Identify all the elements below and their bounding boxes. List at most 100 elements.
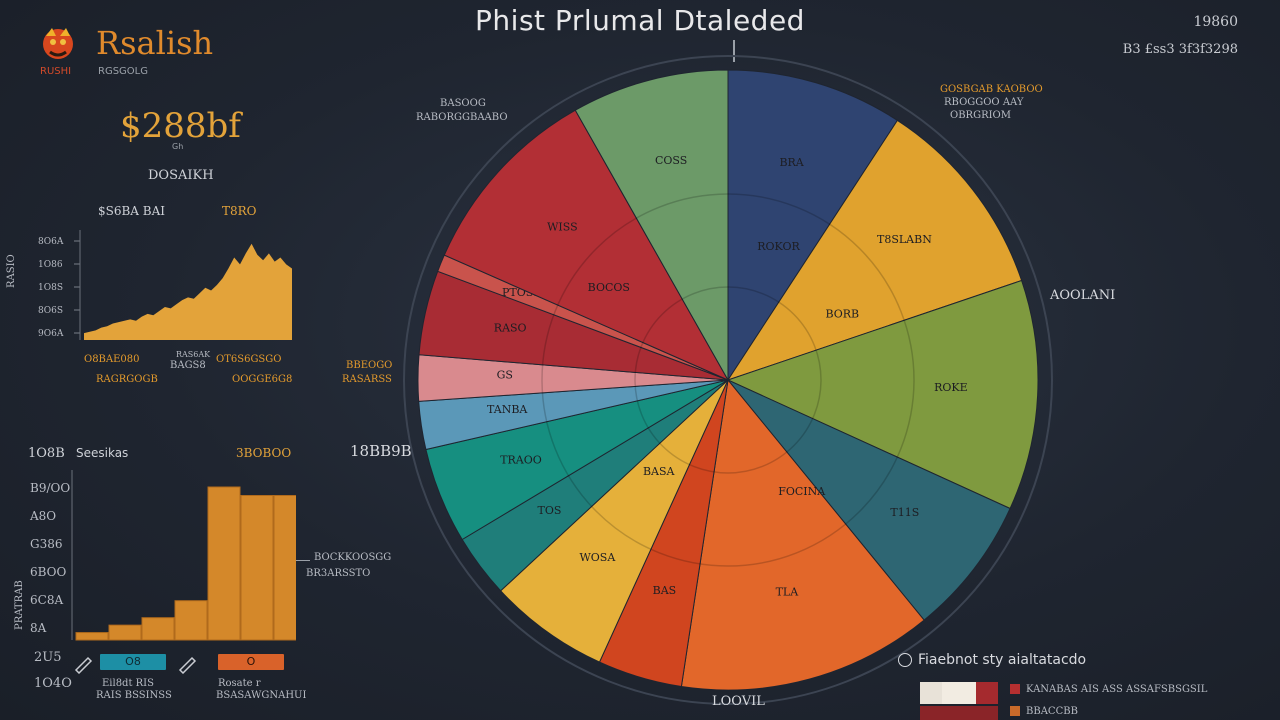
area-chart: 8O6A 1O86 1O8S 8O6S 9O6A xyxy=(38,230,292,340)
pie-right-callout-1: GOSBGAB KAOBOO xyxy=(940,84,1043,95)
pie-chart: BRA T8SLABN ROKE T11S TLA BAS WOSA TOS TRAOO TANB… xyxy=(403,55,1053,705)
bar xyxy=(141,617,175,641)
pie-slice-label: TLA xyxy=(776,585,800,598)
pie-slice xyxy=(727,69,899,382)
bar-side-label: PRATRAB xyxy=(14,580,25,630)
pie-inner-label: BASA xyxy=(643,465,676,478)
area-y-tick-label: 1O86 xyxy=(38,260,63,270)
bar-caption-right: Rosate r xyxy=(218,678,261,689)
area-bottom-right: OT6S6GSGO xyxy=(216,354,282,365)
pie-slice xyxy=(727,379,1011,621)
pie-slice-label: ROKE xyxy=(934,381,968,394)
area-y-tick-label: 8O6A xyxy=(38,237,64,247)
bar-annotation-2: BR3ARSSTO xyxy=(306,568,371,579)
bar-y-tick-label: G386 xyxy=(30,537,63,551)
area-header-right: T8RO xyxy=(222,204,257,218)
pie-slice-label: WISS xyxy=(547,220,578,233)
bar-header-left: 1O8B xyxy=(28,446,65,461)
bar-button-left[interactable]: O8 xyxy=(100,654,166,670)
pie-right-label: AOOLANI xyxy=(1050,288,1116,303)
area-bottom-left-2: RAGRGOGB xyxy=(96,374,158,385)
bar-y-tick-label: A8O xyxy=(29,509,56,523)
pie-slice-label: BAS xyxy=(653,584,677,597)
pie-left-callout-3: BBEOGO xyxy=(346,360,393,371)
top-right-value: 19860 xyxy=(1193,14,1238,30)
pie-slice xyxy=(726,279,1039,510)
pie-slice xyxy=(726,119,1023,381)
bar xyxy=(108,624,142,641)
pie-slice-label: BRA xyxy=(779,156,804,169)
pie-slice-label: TOS xyxy=(538,504,562,517)
brand-logo-icon xyxy=(43,28,73,59)
legend-swatch-bottom xyxy=(920,706,998,720)
legend-info-icon xyxy=(898,653,912,667)
edit-pencil-icon-2[interactable] xyxy=(176,654,200,674)
pie-inner-label: BORB xyxy=(825,308,859,321)
bar-caption-right-2: BSASAWGNAHUI xyxy=(216,690,307,701)
bar-header-mid: Seesikas xyxy=(76,446,129,460)
area-y-tick-label: 9O6A xyxy=(38,329,64,339)
pie-slice xyxy=(680,378,925,691)
pie-slice-label: GS xyxy=(497,369,513,382)
bar-caption-left: Eil8dt RIS xyxy=(102,678,154,689)
pie-left-label: 18BB9B xyxy=(350,442,412,460)
area-header-left: $S6BA BAI xyxy=(98,204,166,218)
kpi-label: DOSAIKH xyxy=(148,168,214,183)
bar xyxy=(75,632,109,641)
pie-slice-label: T11S xyxy=(890,506,919,519)
pie-inner-label: BOCOS xyxy=(588,281,630,294)
bar-footer-label-1: 2U5 xyxy=(34,650,62,665)
pie-inner-label: FOCINA xyxy=(778,485,826,498)
legend-swatch-red xyxy=(976,682,998,704)
title-tick xyxy=(733,40,735,62)
bar xyxy=(240,495,274,641)
bar-header-right: 3BOBOO xyxy=(236,446,292,460)
bar-button-right[interactable]: O xyxy=(218,654,284,670)
legend-title: Fiaebnot sty aialtatacdo xyxy=(918,652,1087,668)
bar xyxy=(207,486,241,641)
pie-slice-label: TRAOO xyxy=(500,454,542,467)
pie-bottom-label: LOOVIL xyxy=(712,694,765,709)
bar xyxy=(273,495,296,641)
legend-item-2-swatch xyxy=(1010,706,1020,716)
pie-slice-label: T8SLABN xyxy=(877,233,932,246)
bar-y-tick-label: 6C8A xyxy=(30,593,63,607)
annotation-line xyxy=(296,560,310,561)
area-bottom-right-2: OOGGE6G8 xyxy=(232,374,293,385)
brand-sub-left: RUSHI xyxy=(40,66,72,77)
pie-slice-label: WOSA xyxy=(579,551,616,564)
legend-item-1-swatch xyxy=(1010,684,1020,694)
pie-right-callout-2: RBOGGOO AAY xyxy=(944,97,1024,108)
area-bottom-mid-2: RAS6AK xyxy=(176,350,211,359)
bar-y-tick-label: B9/OO xyxy=(30,481,70,495)
pie-slice-label: RASO xyxy=(494,321,527,334)
pie-outer-ring xyxy=(403,55,1053,705)
kpi-value: $288bf xyxy=(120,106,241,146)
pie-right-callout-3: OBRGRIOM xyxy=(950,110,1011,121)
bar xyxy=(174,600,208,641)
brand-sub-right: RGSGOLG xyxy=(98,66,148,77)
top-right-caption: B3 £ss3 3f3f3298 xyxy=(1122,42,1238,57)
pie-left-callout-4: RASARSS xyxy=(342,374,392,385)
bar-y-tick-label: 8A xyxy=(30,621,47,635)
area-series xyxy=(84,243,292,340)
bar-annotation-1: BOCKKOOSGG xyxy=(314,552,392,563)
brand-name: Rsalish xyxy=(96,24,214,62)
bar-caption-left-2: RAIS BSSINSS xyxy=(96,690,172,701)
pie-slice xyxy=(443,109,730,382)
chart-title: Phist Prlumal Dtaleded xyxy=(475,4,805,37)
bar-footer-label-2: 1O4O xyxy=(34,676,72,691)
pie-inner-ring xyxy=(541,193,915,567)
area-side-label: RASIO xyxy=(6,254,17,288)
pie-slice-label: COSS xyxy=(655,154,687,167)
edit-pencil-icon[interactable] xyxy=(72,654,96,674)
pie-inner-label: ROKOR xyxy=(757,240,800,253)
bar-y-tick-label: 6BOO xyxy=(30,565,67,579)
bar-chart: B9/OO A8O G386 6BOO 6C8A 8A xyxy=(29,470,296,641)
area-bottom-mid: BAGS8 xyxy=(170,360,206,371)
pie-inner-ring xyxy=(634,286,822,474)
legend-swatch-light xyxy=(920,682,942,704)
kpi-sub: Gh xyxy=(172,142,184,151)
area-bottom-left: O8BAE080 xyxy=(84,354,140,365)
pie-slice xyxy=(574,69,729,382)
